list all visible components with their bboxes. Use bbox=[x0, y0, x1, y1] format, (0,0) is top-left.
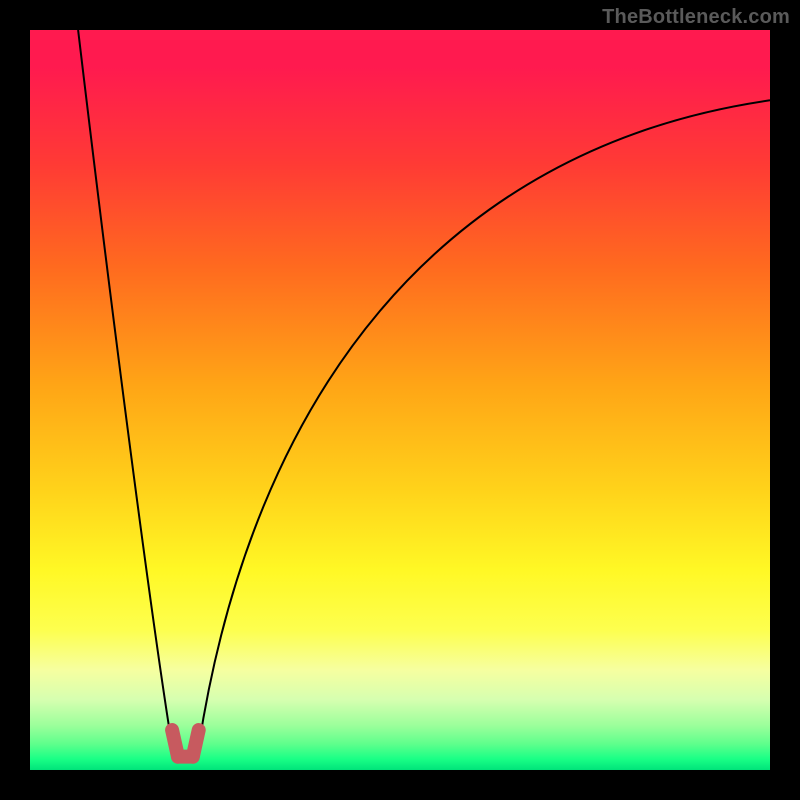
plot-area bbox=[30, 30, 770, 770]
gradient-background bbox=[30, 30, 770, 770]
plot-svg bbox=[30, 30, 770, 770]
watermark-text: TheBottleneck.com bbox=[602, 6, 790, 29]
chart-frame: TheBottleneck.com bbox=[0, 0, 800, 800]
